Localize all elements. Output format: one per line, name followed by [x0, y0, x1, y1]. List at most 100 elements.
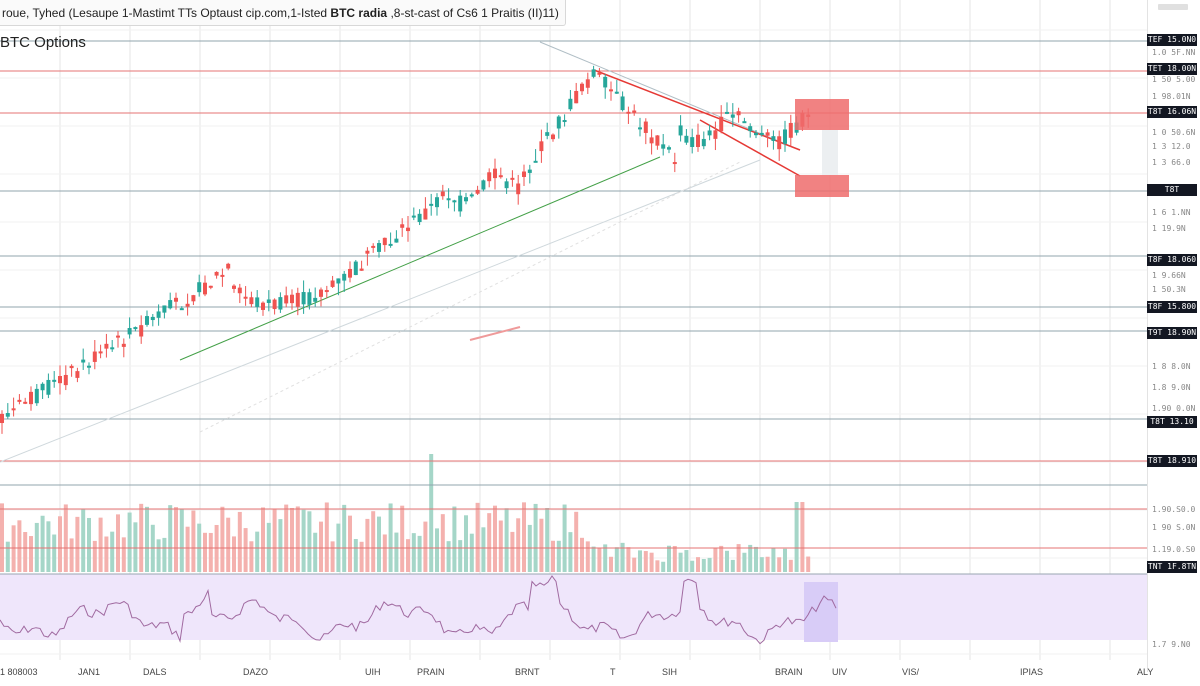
- candle-body: [719, 116, 724, 132]
- volume-bar: [591, 546, 596, 572]
- candle-body: [580, 83, 584, 92]
- volume-bar: [168, 505, 173, 572]
- price-tag: T8T 13.10: [1147, 416, 1197, 428]
- volume-bar: [87, 517, 91, 572]
- symbol-info-bar[interactable]: roue, Tyhed (Lesaupe 1-Mastimt TTs Optau…: [0, 0, 566, 26]
- price-text: 1 50.3N: [1152, 285, 1186, 294]
- volume-bar: [713, 548, 718, 572]
- rsi-panel: [0, 573, 1147, 645]
- candle-body: [493, 168, 497, 179]
- volume-bar: [545, 508, 550, 572]
- candle-body: [17, 399, 22, 402]
- candle-body: [110, 347, 115, 350]
- info-text-bold: BTC radia: [330, 6, 388, 20]
- candle-body: [52, 379, 57, 382]
- volume-bar: [34, 522, 39, 572]
- candle-body: [487, 172, 492, 182]
- volume-bar: [684, 550, 689, 572]
- volume-bar: [498, 520, 503, 572]
- volume-bar: [110, 531, 115, 572]
- candle-body: [707, 130, 712, 136]
- time-axis-label: ALY: [1137, 667, 1154, 677]
- volume-bar: [220, 506, 225, 572]
- rsi-line: [0, 575, 837, 645]
- volume-bar: [614, 547, 619, 572]
- volume-bar: [116, 514, 120, 572]
- candle-body: [568, 98, 573, 110]
- candle-body: [696, 134, 700, 148]
- candle-body: [388, 243, 393, 246]
- volume-bar: [353, 539, 358, 572]
- volume-bar: [585, 541, 590, 572]
- axis-settings-icon[interactable]: [1148, 1, 1198, 15]
- volume-bar: [533, 503, 538, 572]
- volume-bar: [58, 516, 62, 572]
- candle-body: [649, 137, 654, 144]
- chart-title: BTC Options: [0, 34, 86, 51]
- candle-body: [69, 365, 74, 369]
- volume-bar: [469, 533, 474, 572]
- info-text-b: Optaust cip.com,1-Isted: [200, 6, 328, 20]
- volume-bar: [174, 507, 178, 572]
- volume-bar: [690, 560, 695, 572]
- candle-body: [150, 316, 155, 321]
- volume-bar: [179, 509, 184, 572]
- volume-bar: [208, 532, 213, 572]
- candle-body: [272, 299, 277, 310]
- volume-bar: [301, 509, 306, 572]
- price-tag: T8F 18.060: [1147, 254, 1197, 266]
- volume-bar: [516, 518, 521, 572]
- volume-bar: [272, 509, 277, 572]
- info-text-a: roue, Tyhed (Lesaupe 1-Mastimt TTs: [2, 6, 197, 20]
- candle-body: [121, 343, 126, 347]
- candle-body: [527, 169, 532, 173]
- volume-bar: [342, 504, 347, 572]
- target-zones: [795, 99, 849, 197]
- candle-body: [458, 195, 463, 212]
- candle-body: [765, 132, 770, 136]
- volume-bar: [324, 502, 329, 572]
- volume-bar: [406, 539, 410, 572]
- candle-body: [667, 147, 671, 150]
- candle-body: [701, 138, 706, 147]
- volume-bar: [556, 540, 561, 572]
- price-tag: TNT 1F.8TN: [1147, 561, 1197, 573]
- volume-bar: [481, 527, 486, 572]
- volume-bar: [295, 506, 300, 572]
- volume-bar: [17, 520, 22, 572]
- candle-body: [585, 79, 590, 88]
- candle-body: [754, 132, 758, 136]
- volume-bar: [5, 541, 10, 572]
- candle-body: [748, 126, 753, 132]
- volume-bar: [667, 545, 671, 572]
- candle-body: [284, 295, 289, 304]
- price-text: 1 3 66.0: [1152, 158, 1191, 167]
- volume-bar: [562, 504, 567, 572]
- volume-bar: [191, 510, 196, 572]
- price-text: 1.0 5F.NN: [1152, 48, 1196, 57]
- candle-body: [365, 250, 370, 254]
- price-tag: T8T 19.8.90: [1147, 184, 1197, 206]
- time-axis-label: DALS: [143, 667, 167, 677]
- volume-bar: [452, 506, 457, 572]
- candle-body: [104, 343, 109, 349]
- candle-body: [87, 365, 91, 368]
- candle-body: [307, 292, 312, 305]
- candle-body: [603, 76, 608, 88]
- candle-body: [139, 325, 144, 337]
- candle-body: [162, 305, 167, 313]
- candle-body: [371, 245, 376, 248]
- volume-bar: [672, 545, 677, 572]
- candle-body: [203, 282, 207, 295]
- candle-body: [684, 135, 689, 143]
- candle-body: [133, 327, 138, 330]
- volume-bar: [232, 536, 236, 572]
- volume-bar: [458, 540, 463, 572]
- volume-bar: [261, 507, 265, 572]
- candle-body: [319, 289, 323, 297]
- trend-support-faint: [0, 159, 761, 463]
- candle-body: [638, 127, 642, 130]
- time-axis-label: PRAIN: [417, 667, 445, 677]
- candle-body: [249, 297, 254, 305]
